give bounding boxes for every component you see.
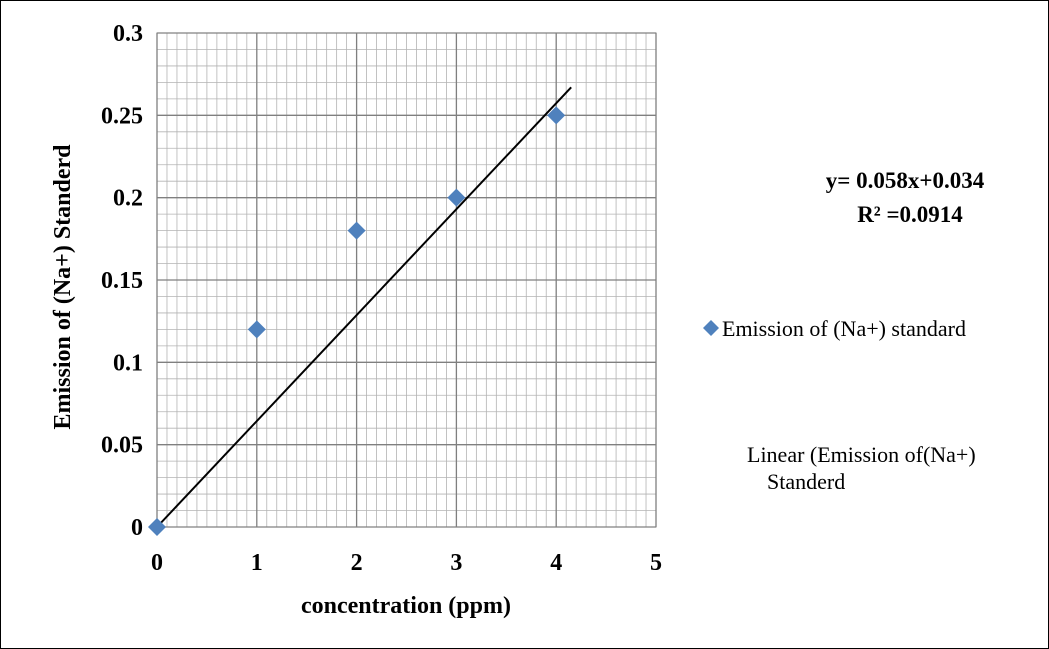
y-tick-label: 0.2 xyxy=(113,186,143,212)
data-point xyxy=(347,221,366,240)
data-point xyxy=(547,106,566,125)
x-axis-tick-labels: 0 1 2 3 4 5 xyxy=(151,550,662,576)
y-axis-tick-labels: 0 0.05 0.1 0.15 0.2 0.25 0.3 xyxy=(101,21,143,541)
data-points xyxy=(148,106,566,536)
legend: Emission of (Na+) standard Linear (Emiss… xyxy=(703,316,976,494)
legend-trendline-label-line1: Linear (Emission of(Na+) xyxy=(747,442,976,467)
x-tick-label: 5 xyxy=(650,550,662,576)
x-tick-label: 4 xyxy=(550,550,562,576)
y-axis-title: Emission of (Na+) Standerd xyxy=(50,144,76,430)
legend-trendline-label-line2: Standerd xyxy=(767,469,845,494)
x-tick-label: 2 xyxy=(351,550,363,576)
y-tick-label: 0.15 xyxy=(101,268,143,294)
y-tick-label: 0 xyxy=(131,515,143,541)
trendline-equation: y= 0.058x+0.034 xyxy=(826,168,985,193)
data-point xyxy=(148,518,166,536)
y-tick-label: 0.3 xyxy=(113,21,143,47)
plot-area-border xyxy=(156,32,657,528)
x-axis-title: concentration (ppm) xyxy=(301,593,511,619)
data-point xyxy=(247,320,266,339)
y-tick-label: 0.25 xyxy=(101,103,143,129)
x-tick-label: 3 xyxy=(450,550,462,576)
y-tick-label: 0.1 xyxy=(113,350,143,376)
data-point xyxy=(447,188,466,207)
y-tick-label: 0.05 xyxy=(101,433,143,459)
legend-series-label: Emission of (Na+) standard xyxy=(722,316,966,341)
legend-diamond-marker xyxy=(703,320,719,336)
trendline-r-squared: R² =0.0914 xyxy=(857,202,963,227)
x-tick-label: 1 xyxy=(251,550,263,576)
trendline xyxy=(156,86,572,528)
x-tick-label: 0 xyxy=(151,550,163,576)
